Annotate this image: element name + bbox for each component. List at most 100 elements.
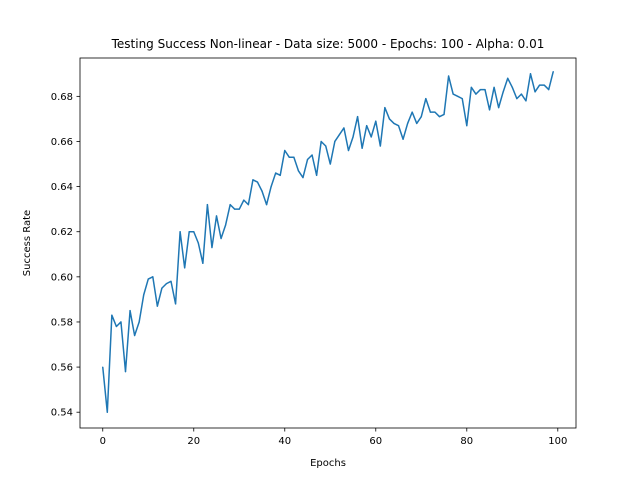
data-point bbox=[215, 215, 218, 217]
data-point bbox=[220, 237, 222, 240]
data-point bbox=[325, 145, 327, 147]
data-point bbox=[379, 145, 381, 147]
data-point bbox=[384, 107, 386, 109]
data-point bbox=[361, 147, 363, 149]
data-point bbox=[420, 116, 422, 118]
data-point bbox=[279, 174, 281, 176]
data-point bbox=[470, 86, 472, 88]
y-tick-label: 0.60 bbox=[51, 272, 73, 283]
x-tick-label: 40 bbox=[278, 436, 291, 447]
data-point bbox=[170, 280, 172, 282]
data-point bbox=[102, 366, 104, 368]
data-point bbox=[225, 224, 227, 226]
data-point bbox=[247, 204, 249, 206]
y-tick-label: 0.54 bbox=[51, 408, 73, 419]
data-point bbox=[516, 98, 518, 100]
data-point bbox=[284, 149, 286, 152]
data-point bbox=[138, 321, 140, 323]
data-point bbox=[484, 88, 486, 91]
data-point bbox=[152, 276, 154, 278]
data-point bbox=[261, 190, 263, 192]
data-point bbox=[552, 70, 554, 73]
data-point bbox=[548, 88, 550, 91]
x-tick-label: 80 bbox=[460, 436, 473, 447]
data-point bbox=[302, 176, 304, 179]
data-point bbox=[147, 278, 149, 280]
data-point bbox=[352, 136, 354, 138]
data-point bbox=[411, 111, 413, 113]
data-point bbox=[370, 136, 372, 138]
data-point bbox=[111, 314, 113, 316]
data-point bbox=[543, 84, 545, 86]
data-point bbox=[452, 93, 454, 95]
data-point bbox=[174, 303, 177, 305]
y-axis-label: Success Rate bbox=[22, 210, 33, 276]
data-point bbox=[115, 325, 117, 328]
data-point bbox=[188, 231, 190, 233]
data-point bbox=[179, 231, 181, 233]
data-point bbox=[334, 140, 336, 143]
data-point bbox=[306, 158, 309, 161]
data-point bbox=[343, 127, 345, 129]
data-point bbox=[106, 411, 108, 413]
data-point bbox=[197, 242, 199, 244]
data-points bbox=[102, 70, 554, 413]
data-point bbox=[134, 334, 136, 337]
data-point bbox=[316, 174, 318, 176]
data-point bbox=[457, 95, 459, 97]
data-point bbox=[402, 138, 404, 140]
data-point bbox=[520, 93, 522, 95]
data-point bbox=[534, 91, 536, 93]
data-point bbox=[393, 122, 395, 125]
data-point bbox=[297, 170, 300, 172]
series-line bbox=[102, 71, 554, 413]
data-point bbox=[525, 100, 527, 102]
data-point bbox=[265, 204, 268, 206]
data-point bbox=[270, 186, 272, 188]
data-point bbox=[434, 111, 436, 113]
data-point bbox=[293, 156, 295, 158]
y-tick-label: 0.68 bbox=[51, 92, 73, 103]
data-point bbox=[529, 73, 532, 75]
data-point bbox=[238, 208, 240, 210]
data-point bbox=[425, 98, 427, 100]
data-point bbox=[124, 371, 127, 373]
data-point bbox=[202, 262, 204, 264]
data-point bbox=[388, 118, 391, 120]
data-point bbox=[288, 156, 290, 158]
data-point bbox=[311, 154, 313, 156]
y-tick-label: 0.64 bbox=[51, 182, 73, 193]
x-tick-label: 60 bbox=[369, 436, 382, 447]
x-tick-label: 0 bbox=[100, 436, 106, 447]
data-point bbox=[493, 86, 495, 88]
data-point bbox=[502, 91, 504, 93]
data-point bbox=[120, 321, 122, 323]
data-point bbox=[252, 179, 254, 181]
data-point bbox=[429, 111, 431, 113]
data-point bbox=[366, 125, 368, 127]
data-point bbox=[161, 287, 163, 289]
data-point bbox=[475, 93, 477, 95]
y-tick-label: 0.66 bbox=[51, 137, 73, 148]
tick-group: 0 20 40 60 80 100 0.54 0.56 0.58 0.60 0.62 0.64 0.66… bbox=[51, 92, 568, 447]
y-tick-label: 0.58 bbox=[51, 317, 73, 328]
data-point bbox=[184, 267, 186, 269]
plot-area bbox=[80, 58, 576, 428]
data-point bbox=[539, 84, 541, 86]
data-point bbox=[338, 134, 340, 136]
data-point bbox=[206, 204, 209, 206]
data-point bbox=[498, 107, 500, 109]
data-point bbox=[375, 120, 377, 122]
data-point bbox=[143, 294, 145, 296]
chart-title: Testing Success Non-linear - Data size: … bbox=[111, 37, 545, 51]
data-point bbox=[511, 86, 513, 88]
data-point bbox=[347, 149, 350, 152]
data-point bbox=[211, 246, 213, 249]
data-point bbox=[234, 208, 236, 210]
data-point bbox=[320, 140, 322, 143]
data-point bbox=[356, 116, 359, 118]
y-tick-label: 0.62 bbox=[51, 227, 73, 238]
data-point bbox=[275, 172, 277, 174]
data-point bbox=[443, 113, 445, 115]
